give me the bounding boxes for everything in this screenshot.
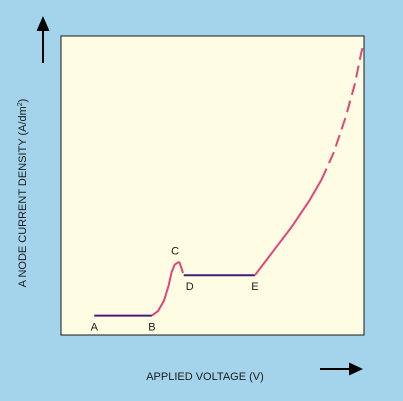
y-axis-label: A NODE CURRENT DENSITY (A/dm2): [17, 99, 29, 288]
plot-area: [60, 35, 365, 336]
series-layer: [94, 41, 365, 317]
point-label-b: B: [148, 322, 155, 334]
y-axis-arrow: [36, 16, 50, 63]
x-axis-arrow: [320, 362, 363, 376]
y-axis-label-superscript: 2: [17, 102, 24, 106]
y-axis-label-main: A NODE CURRENT DENSITY (A/dm: [17, 106, 29, 287]
point-label-e: E: [251, 281, 258, 293]
series-segment-c-d: [178, 261, 185, 276]
series-segment-curve-top: [320, 41, 365, 180]
point-labels: A B C D E: [91, 246, 259, 334]
point-label-d: D: [186, 281, 194, 293]
series-segment-e-curve: [254, 178, 323, 276]
point-label-a: A: [91, 322, 99, 334]
series-segment-b-c: [151, 260, 180, 317]
point-label-c: C: [171, 246, 179, 258]
x-axis-label: APPLIED VOLTAGE (V): [146, 371, 264, 383]
y-axis-label-end: ): [17, 99, 29, 103]
